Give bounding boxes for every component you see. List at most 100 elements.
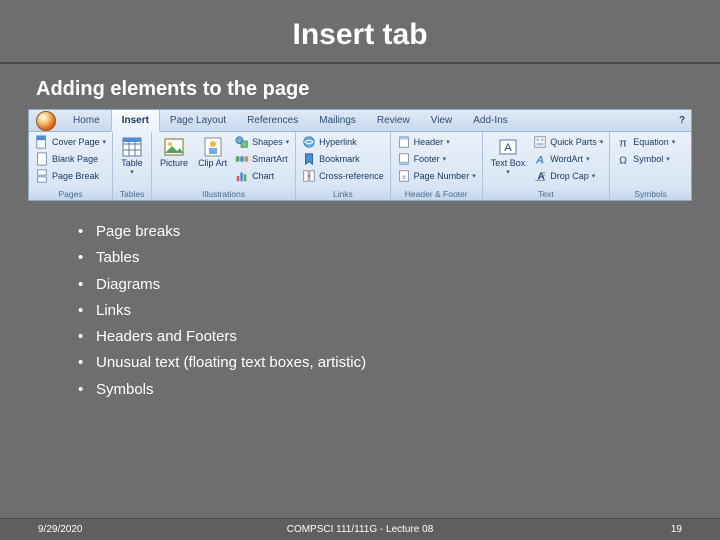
cross-reference-button[interactable]: Cross-reference (300, 168, 386, 184)
group-symbols-label: Symbols (610, 189, 691, 200)
text-box-button[interactable]: A Text Box ▾ (487, 134, 530, 179)
blank-page-button[interactable]: Blank Page (33, 151, 108, 167)
footer-center: COMPSCI 111/111G - Lecture 08 (0, 524, 720, 535)
quick-parts-label: Quick Parts (550, 137, 597, 147)
page-break-icon (35, 169, 49, 183)
tab-home[interactable]: Home (63, 110, 111, 131)
svg-text:#: # (402, 175, 406, 182)
list-item: Headers and Footers (78, 324, 720, 350)
blank-page-label: Blank Page (52, 154, 98, 164)
header-icon (397, 135, 411, 149)
bookmark-button[interactable]: Bookmark (300, 151, 386, 167)
group-tables-label: Tables (113, 189, 151, 200)
tab-mailings[interactable]: Mailings (309, 110, 367, 131)
group-header-footer-label: Header & Footer (391, 189, 482, 200)
hyperlink-button[interactable]: Hyperlink (300, 134, 386, 150)
list-item: Unusual text (floating text boxes, artis… (78, 350, 720, 376)
tab-page-layout[interactable]: Page Layout (160, 110, 237, 131)
quick-parts-button[interactable]: Quick Parts▾ (531, 134, 605, 150)
text-box-icon: A (497, 136, 519, 158)
group-text: A Text Box ▾ Quick Parts▾ A WordArt▾ A (483, 132, 611, 200)
symbol-icon: Ω (616, 152, 630, 166)
group-illustrations-label: Illustrations (152, 189, 295, 200)
group-header-footer: Header▾ Footer▾ # Page Number▾ Header & … (391, 132, 483, 200)
footer-label: Footer (414, 154, 440, 164)
picture-label: Picture (160, 159, 188, 168)
slide-subtitle: Adding elements to the page (36, 78, 720, 101)
footer-icon (397, 152, 411, 166)
shapes-icon (235, 135, 249, 149)
cover-page-label: Cover Page (52, 137, 100, 147)
header-button[interactable]: Header▾ (395, 134, 478, 150)
word-ribbon: Home Insert Page Layout References Maili… (28, 109, 692, 201)
list-item: Tables (78, 245, 720, 271)
ribbon-body: Cover Page▾ Blank Page Page Break Pages (29, 132, 691, 200)
cover-page-button[interactable]: Cover Page▾ (33, 134, 108, 150)
footer-button[interactable]: Footer▾ (395, 151, 478, 167)
table-label: Table (121, 159, 143, 168)
equation-button[interactable]: π Equation▾ (614, 134, 677, 150)
picture-button[interactable]: Picture (156, 134, 192, 170)
equation-icon: π (616, 135, 630, 149)
bullet-list: Page breaks Tables Diagrams Links Header… (78, 219, 720, 403)
slide-footer: 9/29/2020 COMPSCI 111/111G - Lecture 08 … (0, 518, 720, 540)
office-icon (36, 111, 56, 131)
tab-insert[interactable]: Insert (111, 110, 160, 132)
clip-art-button[interactable]: Clip Art (194, 134, 231, 170)
office-button[interactable] (29, 110, 63, 132)
list-item: Symbols (78, 377, 720, 403)
page-number-label: Page Number (414, 171, 470, 181)
symbol-button[interactable]: Ω Symbol▾ (614, 151, 677, 167)
group-tables: Table ▾ Tables (113, 132, 152, 200)
bookmark-icon (302, 152, 316, 166)
tab-references[interactable]: References (237, 110, 309, 131)
cover-page-icon (35, 135, 49, 149)
hyperlink-icon (302, 135, 316, 149)
chart-label: Chart (252, 171, 274, 181)
tab-addins[interactable]: Add-Ins (463, 110, 518, 131)
svg-text:A: A (535, 154, 544, 166)
group-text-label: Text (483, 189, 610, 200)
smartart-button[interactable]: SmartArt (233, 151, 291, 167)
page-number-button[interactable]: # Page Number▾ (395, 168, 478, 184)
hyperlink-label: Hyperlink (319, 137, 357, 147)
group-links-label: Links (296, 189, 390, 200)
group-illustrations: Picture Clip Art Shapes▾ SmartArt (152, 132, 296, 200)
wordart-button[interactable]: A WordArt▾ (531, 151, 605, 167)
help-icon[interactable]: ? (673, 110, 691, 131)
cross-reference-icon (302, 169, 316, 183)
group-pages-label: Pages (29, 189, 112, 200)
group-links: Hyperlink Bookmark Cross-reference Links (296, 132, 391, 200)
clip-art-label: Clip Art (198, 159, 227, 168)
table-icon (121, 136, 143, 158)
blank-page-icon (35, 152, 49, 166)
drop-cap-button[interactable]: A Drop Cap▾ (531, 168, 605, 184)
page-break-button[interactable]: Page Break (33, 168, 108, 184)
svg-text:A: A (504, 142, 512, 154)
svg-text:Ω: Ω (619, 154, 627, 166)
slide-title: Insert tab (0, 18, 720, 52)
ribbon-tabs: Home Insert Page Layout References Maili… (29, 110, 691, 132)
group-symbols: π Equation▾ Ω Symbol▾ Symbols (610, 132, 691, 200)
list-item: Page breaks (78, 219, 720, 245)
list-item: Diagrams (78, 272, 720, 298)
list-item: Links (78, 298, 720, 324)
quick-parts-icon (533, 135, 547, 149)
bookmark-label: Bookmark (319, 154, 360, 164)
text-box-label: Text Box (491, 159, 526, 168)
wordart-label: WordArt (550, 154, 583, 164)
page-number-icon: # (397, 169, 411, 183)
shapes-button[interactable]: Shapes▾ (233, 134, 291, 150)
tab-review[interactable]: Review (367, 110, 421, 131)
clip-art-icon (202, 136, 224, 158)
drop-cap-label: Drop Cap (550, 171, 589, 181)
chart-icon (235, 169, 249, 183)
header-label: Header (414, 137, 444, 147)
page-break-label: Page Break (52, 171, 99, 181)
tab-view[interactable]: View (421, 110, 464, 131)
table-button[interactable]: Table ▾ (117, 134, 147, 179)
chart-button[interactable]: Chart (233, 168, 291, 184)
drop-cap-icon: A (533, 169, 547, 183)
svg-text:π: π (619, 137, 627, 149)
picture-icon (163, 136, 185, 158)
